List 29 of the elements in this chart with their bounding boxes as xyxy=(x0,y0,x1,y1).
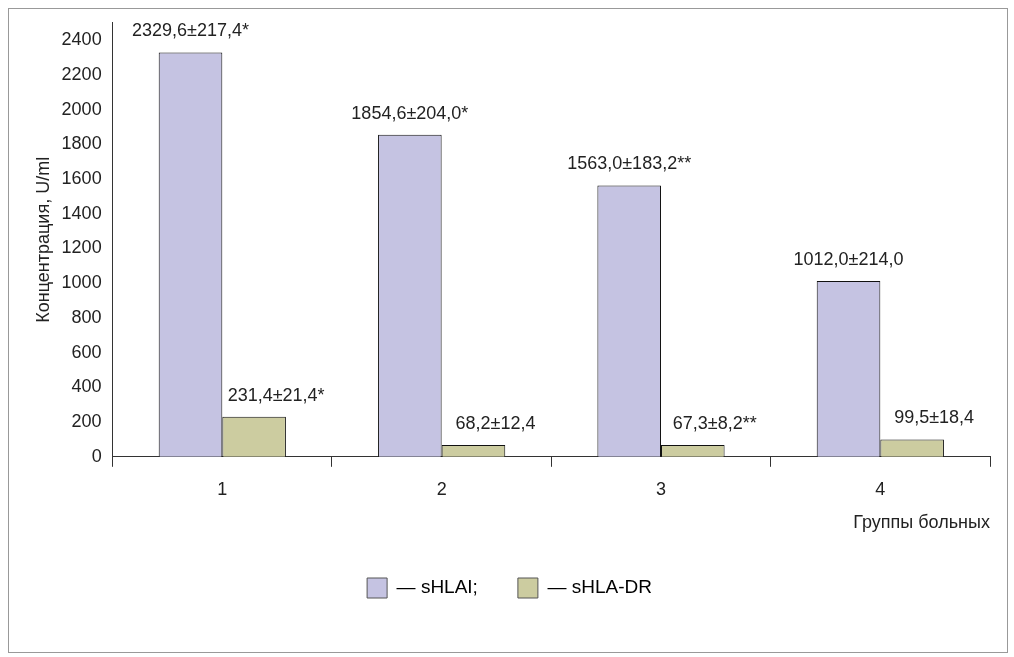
y-tick-label: 1600 xyxy=(61,168,102,189)
y-axis-title: Концентрация, U/ml xyxy=(32,156,53,323)
y-tick-label: 1800 xyxy=(61,133,102,154)
x-axis-title: Группы больных xyxy=(853,512,990,533)
y-tick-label: 400 xyxy=(71,376,102,397)
data-label: 231,4±21,4* xyxy=(227,384,325,405)
y-tick-label: 200 xyxy=(71,411,102,432)
data-label: 68,2±12,4 xyxy=(455,412,536,433)
y-tick-label: 600 xyxy=(71,341,102,362)
legend-label: — sHLAI; xyxy=(396,576,478,598)
y-tick-label: 1000 xyxy=(61,272,102,293)
x-tick-label: 2 xyxy=(436,478,447,499)
y-tick-label: 800 xyxy=(71,306,102,327)
x-tick-label: 3 xyxy=(655,478,666,499)
y-tick-label: 2200 xyxy=(61,63,102,84)
data-label: 99,5±18,4 xyxy=(894,407,975,428)
legend-label: — sHLA-DR xyxy=(547,576,652,598)
y-tick-label: 2400 xyxy=(61,29,102,50)
y-tick-label: 2000 xyxy=(61,98,102,119)
data-label: 1563,0±183,2** xyxy=(567,153,692,174)
y-tick-label: 0 xyxy=(91,445,102,466)
data-label: 1854,6±204,0* xyxy=(351,102,469,123)
x-tick-label: 1 xyxy=(217,478,228,499)
y-tick-label: 1400 xyxy=(61,202,102,223)
data-label: 67,3±8,2** xyxy=(672,413,757,434)
y-tick-label: 1200 xyxy=(61,237,102,258)
data-label: 1012,0±214,0 xyxy=(793,249,904,270)
x-tick-label: 4 xyxy=(875,478,886,499)
data-label: 2329,6±217,4* xyxy=(132,20,249,41)
